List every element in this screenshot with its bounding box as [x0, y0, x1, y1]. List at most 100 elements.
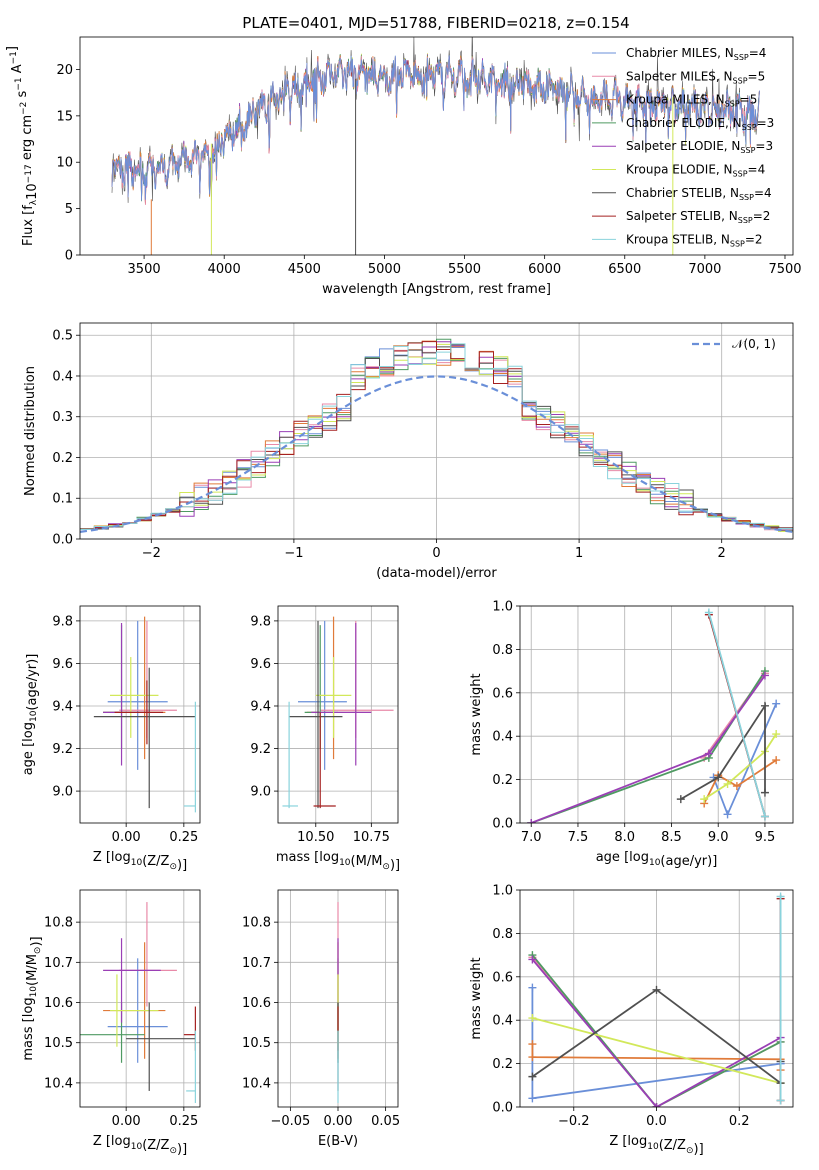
series-line [703, 733, 777, 800]
y-tick-label: 9.0 [52, 785, 73, 800]
errorbar-chabrier-elodie [80, 1002, 145, 1063]
y-tick-label: 0.8 [492, 927, 513, 942]
y-tick-label: 0.2 [492, 1057, 513, 1072]
x-tick-label: −2 [142, 546, 161, 561]
series-salpeter-elodie [527, 671, 769, 823]
errorbar-chabrier-stelib [289, 620, 343, 809]
x-tick-label: 8.5 [661, 830, 682, 845]
y-tick-label: 10.8 [242, 916, 271, 931]
legend-item-chabrier-miles: Chabrier MILES, NSSP=4 [592, 46, 766, 62]
series-marker [652, 1103, 661, 1107]
y-tick-label: 9.8 [250, 614, 271, 629]
plot-area-weight_vs_age [527, 608, 781, 823]
plot-area-age_vs_mass [282, 616, 394, 809]
y-tick-label: 9.4 [52, 699, 73, 714]
y-tick-label: 0.3 [52, 410, 73, 425]
y-tick-label: 0.5 [52, 329, 73, 344]
x-tick-label: 7000 [688, 262, 721, 277]
series-marker [528, 1053, 537, 1062]
x-tick-label: 10.50 [297, 830, 334, 845]
series-marker [676, 795, 685, 804]
x-axis-label: Z [log10(Z/Z⊙)] [93, 1134, 187, 1157]
y-tick-label: 9.4 [250, 699, 271, 714]
axes-frame [519, 889, 794, 1108]
legend-item-kroupa-elodie: Kroupa ELODIE, NSSP=4 [592, 163, 765, 179]
legend: Chabrier MILES, NSSP=4 Salpeter MILES, NS… [592, 46, 774, 248]
y-tick-label: 9.6 [52, 657, 73, 672]
errorbar-kroupa-stelib [183, 701, 196, 813]
y-tick-label: 0.8 [492, 643, 513, 658]
x-tick-label: 0 [432, 546, 440, 561]
axes-frame [79, 605, 201, 824]
x-tick-label: 5000 [368, 262, 401, 277]
y-tick-label: 9.2 [52, 742, 73, 757]
y-tick-label: 9.0 [250, 785, 271, 800]
errorbar-kroupa-stelib [282, 701, 298, 809]
series-marker [723, 779, 732, 788]
series-marker [704, 608, 713, 617]
legend-item-kroupa-miles: Kroupa MILES, NSSP=5 [592, 93, 757, 109]
errorbar-salpeter-stelib [183, 1006, 196, 1051]
legend: 𝒩(0, 1) [692, 337, 776, 351]
series-marker [723, 810, 732, 819]
x-tick-label: −1 [284, 546, 303, 561]
errorbar-salpeter-stelib [114, 680, 164, 745]
chart-layers: 3500 4000 4500 5000 5500 6000 6500 7000 75000510… [5, 36, 802, 1157]
x-tick-label: 7.5 [568, 830, 589, 845]
y-tick-label: 10.6 [44, 996, 73, 1011]
x-tick-label: 4500 [288, 262, 321, 277]
legend-label: Chabrier ELODIE, NSSP=3 [626, 116, 774, 132]
y-tick-label: 1.0 [492, 884, 513, 899]
x-tick-label: 8.0 [614, 830, 635, 845]
x-tick-label: 0.00 [112, 1114, 141, 1129]
y-tick-label: 0.0 [52, 533, 73, 548]
y-tick-label: 15 [56, 109, 73, 124]
x-tick-label: −0.05 [270, 1114, 310, 1129]
y-axis-label: Flux [fλ10−17 erg cm−2 s−1 A−1] [5, 46, 40, 246]
series-marker [776, 892, 785, 901]
errorbar-kroupa-miles [306, 616, 372, 760]
plot-area-mass_vs_Z [80, 902, 196, 1103]
legend-label: Salpeter STELIB, NSSP=2 [626, 209, 770, 225]
series-line [680, 702, 766, 800]
y-tick-label: 9.6 [250, 657, 271, 672]
series-marker [528, 1072, 537, 1081]
x-tick-label: 9.0 [708, 830, 729, 845]
series-marker [528, 1014, 537, 1023]
errorbar-salpeter-miles [119, 620, 177, 738]
panel-age_vs_mass: 10.50 10.75 9.0 9.2 9.4 9.6 9.8 mass [log10(M/M… [250, 605, 400, 873]
series-line [532, 1017, 781, 1084]
axes-frame [79, 36, 794, 256]
errorbar-salpeter-elodie [311, 623, 372, 766]
x-tick-label: 0.00 [112, 830, 141, 845]
y-tick-label: 0.2 [52, 451, 73, 466]
y-axis-label: mass [log10(M/M⊙)] [21, 936, 44, 1060]
errorbar-kroupa-elodie [110, 974, 159, 1047]
legend-item-chabrier-stelib: Chabrier STELIB, NSSP=4 [592, 186, 772, 202]
series-line [531, 958, 782, 1107]
series-line [530, 670, 766, 823]
y-tick-label: 0.6 [492, 970, 513, 985]
y-tick-label: 0.6 [492, 686, 513, 701]
series-marker [732, 782, 741, 791]
errorbar-chabrier-stelib [126, 1002, 196, 1091]
legend-label: Kroupa MILES, NSSP=5 [626, 93, 757, 109]
series-line [708, 612, 766, 817]
axes-frame [277, 605, 399, 824]
series-marker [776, 1096, 785, 1105]
series-kroupa-stelib [776, 892, 785, 1105]
grid-mass_vs_Z [80, 890, 200, 1107]
y-tick-label: 10 [56, 156, 73, 171]
x-axis-label: wavelength [Angstrom, rest frame] [322, 282, 551, 297]
legend-item-salpeter-elodie: Salpeter ELODIE, NSSP=3 [592, 139, 773, 155]
x-tick-label: −0.2 [558, 1114, 590, 1129]
x-tick-label: 9.5 [755, 830, 776, 845]
y-tick-label: 10.8 [44, 916, 73, 931]
grid-age_vs_Z [80, 606, 200, 823]
errorbar-chabrier-elodie [103, 625, 145, 749]
x-axis-label: mass [log10(M/M⊙)] [276, 850, 400, 873]
y-tick-label: 0.2 [492, 773, 513, 788]
legend-item-kroupa-stelib: Kroupa STELIB, NSSP=2 [592, 232, 763, 248]
x-axis-label: Z [log10(Z/Z⊙)] [93, 850, 187, 873]
series-line [712, 703, 778, 817]
